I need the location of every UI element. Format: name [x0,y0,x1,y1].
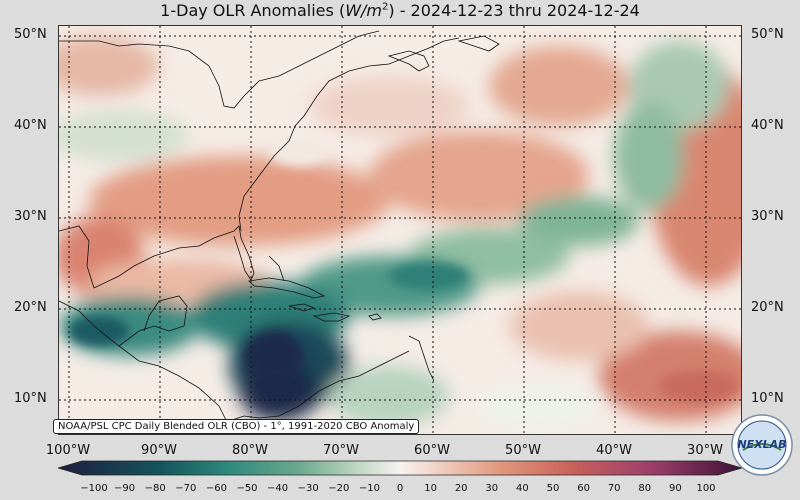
lat-label-left-50n: 50°N [14,27,47,42]
colorbar-tick-label: −60 [205,483,227,494]
colorbar-tick-label: 40 [516,483,529,494]
colorbar-tick-label: 60 [577,483,590,494]
lon-label-80w: 80°W [232,443,268,458]
lat-label-left-40n: 40°N [14,118,47,133]
lon-label-60w: 60°W [414,443,450,458]
lon-label-30w: 30°W [687,443,723,458]
lat-label-right-30n: 30°N [751,209,784,224]
title-unit: W/m [345,1,382,20]
title-unit-exponent: 2 [381,1,389,13]
lat-label-right-50n: 50°N [751,27,784,42]
data-source-note: NOAA/PSL CPC Daily Blended OLR (CBO) - 1… [53,419,420,434]
colorbar-tick-label: 90 [669,483,682,494]
colorbar-tick-label: 70 [607,483,621,494]
lat-label-right-40n: 40°N [751,118,784,133]
lon-label-70w: 70°W [323,443,359,458]
anomaly-field [59,36,741,426]
lat-label-right-10n: 10°N [751,391,784,406]
colorbar-tick-label: −20 [328,483,350,494]
logo-wordmark: NEXLAB [737,438,786,451]
colorbar-tick-label: −50 [236,483,258,494]
colorbar-tick-label: −40 [267,483,289,494]
colorbar-tick-label: 0 [396,483,404,494]
colorbar-tick-label: −90 [114,483,136,494]
anomaly-detail [69,136,739,401]
lon-label-40w: 40°W [596,443,632,458]
graticule [59,26,741,434]
title-prefix: 1-Day OLR Anomalies ( [160,1,346,20]
map-title: 1-Day OLR Anomalies (W/m2) - 2024-12-23 … [0,1,800,20]
colorbar-tick-label: −80 [144,483,166,494]
title-date-range: ) - 2024-12-23 thru 2024-12-24 [388,1,640,20]
colorbar-tick-label: −100 [80,483,108,494]
colorbar [58,460,742,476]
lon-label-90w: 90°W [141,443,177,458]
colorbar-tick-label: 30 [485,483,499,494]
colorbar-tick-label: 10 [424,483,437,494]
colorbar-tick-label: 50 [546,483,560,494]
nexlab-logo: NEXLAB [731,414,793,476]
colorbar-tick-label: 100 [696,483,716,494]
colorbar-tick-label: −70 [175,483,197,494]
lat-label-right-20n: 20°N [751,300,784,315]
lat-label-left-10n: 10°N [14,391,47,406]
colorbar-tick-label: 20 [454,483,468,494]
colorbar-tick-label: −10 [358,483,380,494]
lon-label-100w: 100°W [45,443,91,458]
lat-label-left-30n: 30°N [14,209,47,224]
colorbar-tick-label: 80 [638,483,652,494]
olr-anomaly-map [58,25,742,435]
lat-label-left-20n: 20°N [14,300,47,315]
lon-label-50w: 50°W [505,443,541,458]
map-canvas [59,26,741,434]
colorbar-tick-label: −30 [297,483,319,494]
